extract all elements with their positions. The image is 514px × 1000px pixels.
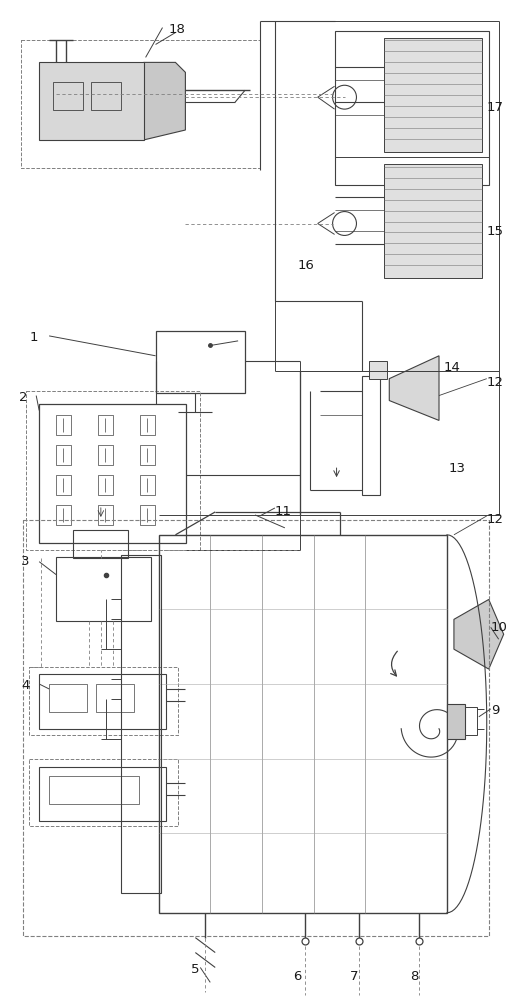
Bar [91,82,121,110]
Text: 6: 6 [293,970,302,983]
Bar [98,475,113,495]
Text: 14: 14 [444,361,461,374]
Bar [21,40,260,168]
Bar [140,475,155,495]
Bar [335,31,489,185]
Bar [447,704,465,739]
Bar [465,707,477,735]
Text: 9: 9 [491,704,499,717]
Bar [49,684,87,712]
Polygon shape [454,599,504,669]
Bar [39,62,143,140]
Bar [56,445,71,465]
Text: 2: 2 [20,391,28,404]
Text: 7: 7 [350,970,359,983]
Circle shape [333,212,357,235]
Circle shape [333,85,357,109]
Polygon shape [389,356,439,420]
Text: 4: 4 [21,679,30,692]
Text: 16: 16 [298,259,315,272]
Bar [370,361,387,379]
Bar [29,759,178,826]
Bar [49,776,139,804]
Text: 12: 12 [487,376,504,389]
Text: 13: 13 [449,462,466,475]
Bar [96,684,134,712]
Bar [73,530,127,558]
Text: 8: 8 [410,970,418,983]
Bar [384,38,482,152]
Bar [98,505,113,525]
Polygon shape [143,62,186,140]
Bar [98,445,113,465]
Bar [56,557,151,621]
Bar [158,535,447,913]
Bar [156,331,245,393]
Bar [26,391,200,550]
Text: 15: 15 [487,225,504,238]
Text: 12: 12 [487,513,504,526]
Bar [140,505,155,525]
Bar [56,505,71,525]
Bar [140,415,155,435]
Text: 3: 3 [21,555,30,568]
Bar [53,82,83,110]
Bar [29,667,178,735]
Text: 10: 10 [491,621,508,634]
Text: 17: 17 [487,101,504,114]
Bar [23,520,489,936]
Bar [39,674,167,729]
Bar [362,376,380,495]
Bar [384,164,482,278]
Bar [98,415,113,435]
Bar [121,555,160,893]
Text: 18: 18 [169,23,186,36]
Bar [56,415,71,435]
Text: 1: 1 [29,331,38,344]
Text: 5: 5 [191,963,199,976]
Bar [140,445,155,465]
Bar [39,767,167,821]
Bar [56,475,71,495]
Text: 11: 11 [275,505,292,518]
Bar [39,404,187,543]
Bar [300,371,499,515]
